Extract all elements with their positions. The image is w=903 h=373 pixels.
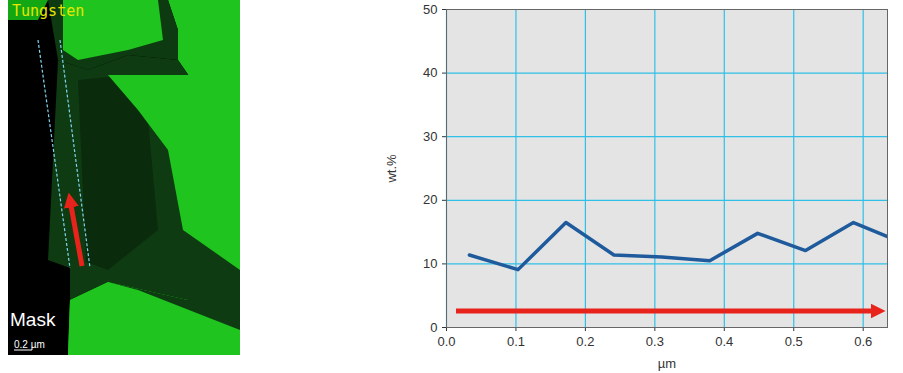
svg-text:0.1: 0.1 bbox=[507, 334, 525, 349]
svg-text:0.2 µm: 0.2 µm bbox=[14, 339, 45, 350]
svg-text:0: 0 bbox=[430, 320, 437, 335]
svg-text:40: 40 bbox=[423, 65, 437, 80]
svg-text:0.6: 0.6 bbox=[854, 334, 872, 349]
svg-text:0.3: 0.3 bbox=[646, 334, 664, 349]
svg-text:30: 30 bbox=[423, 129, 437, 144]
svg-text:0.0: 0.0 bbox=[437, 334, 455, 349]
svg-text:20: 20 bbox=[423, 192, 437, 207]
svg-text:0.4: 0.4 bbox=[715, 334, 733, 349]
svg-text:10: 10 bbox=[423, 256, 437, 271]
svg-text:µm: µm bbox=[658, 356, 676, 371]
svg-text:0.2: 0.2 bbox=[576, 334, 594, 349]
svg-text:wt.%: wt.% bbox=[384, 154, 399, 184]
svg-text:Tungsten: Tungsten bbox=[12, 2, 84, 20]
svg-text:Mask: Mask bbox=[10, 309, 56, 330]
svg-text:50: 50 bbox=[423, 2, 437, 17]
svg-text:0.5: 0.5 bbox=[785, 334, 803, 349]
